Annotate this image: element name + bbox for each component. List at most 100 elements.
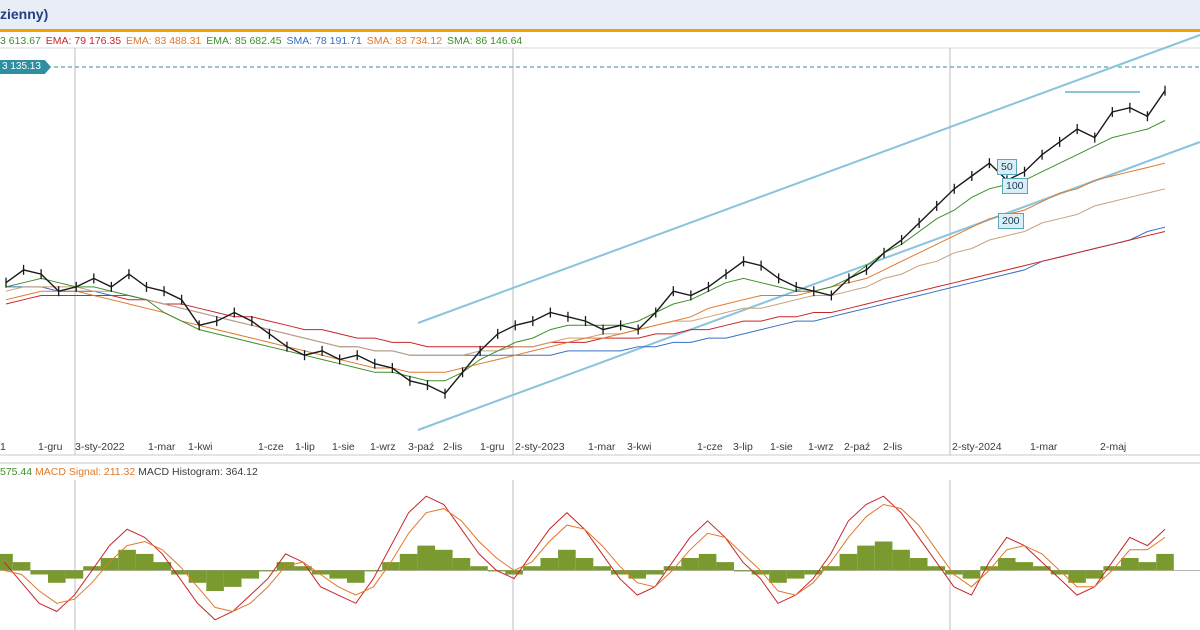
macd-histogram-bar-38 xyxy=(663,566,682,571)
ma-label-100: 100 xyxy=(1002,178,1028,194)
macd-histogram-bar-57 xyxy=(997,558,1016,571)
macd-signal-line xyxy=(3,503,1166,613)
legend-ema-2: EMA: 79 176.35 xyxy=(45,35,122,47)
macd-histogram-bar-63 xyxy=(1103,566,1121,571)
macd-histogram-bar-41 xyxy=(716,562,734,571)
x-tick-label-20: 2-lis xyxy=(883,441,902,453)
macd-histogram-bar-53 xyxy=(927,566,946,571)
x-tick-label-1: 1-gru xyxy=(38,441,63,453)
legend-macd-histogram: MACD Histogram: 364.12 xyxy=(138,466,258,478)
macd-histogram-bar-32 xyxy=(558,549,576,571)
macd-histogram-bar-43 xyxy=(751,570,770,575)
macd-histogram-bar-36 xyxy=(628,570,647,579)
macd-histogram-bar-42 xyxy=(734,570,752,572)
macd-histogram-bar-58 xyxy=(1015,562,1034,571)
ema-line-fast xyxy=(5,120,1166,382)
legend-ema-3: EMA: 83 488.31 xyxy=(126,35,202,47)
x-tick-label-15: 1-cze xyxy=(697,441,723,453)
x-tick-label-0: 1 xyxy=(0,441,6,453)
legend-ema-4: EMA: 85 682.45 xyxy=(206,35,282,47)
macd-histogram-bar-24 xyxy=(417,545,435,571)
macd-histogram-bar-3 xyxy=(48,570,66,583)
macd-histogram-bar-18 xyxy=(311,570,330,575)
x-tick-label-5: 1-cze xyxy=(258,441,284,453)
legend-macd-value: 575.44 xyxy=(0,466,33,478)
macd-histogram-bar-12 xyxy=(206,570,224,591)
x-tick-label-7: 1-sie xyxy=(332,441,355,453)
macd-histogram-bar-26 xyxy=(452,558,471,571)
macd-histogram-bar-0 xyxy=(0,553,13,571)
legend-macd-signal: MACD Signal: 211.32 xyxy=(35,466,136,478)
macd-histogram-bar-25 xyxy=(435,549,453,571)
price-indicator-legend: 3 613.67 EMA: 79 176.35 EMA: 83 488.31 E… xyxy=(0,35,524,47)
macd-histogram-bar-21 xyxy=(364,570,383,572)
macd-histogram-bar-9 xyxy=(153,562,172,571)
macd-histogram-bar-30 xyxy=(522,566,541,571)
x-tick-label-14: 3-kwi xyxy=(627,441,652,453)
macd-histogram-bar-8 xyxy=(135,553,154,571)
macd-histogram-bar-35 xyxy=(610,570,629,575)
x-tick-label-13: 1-mar xyxy=(588,441,616,453)
macd-histogram-bar-5 xyxy=(83,566,101,571)
macd-histogram-bar-33 xyxy=(575,558,594,571)
macd-histogram-bar-23 xyxy=(399,553,418,571)
x-tick-label-17: 1-sie xyxy=(770,441,793,453)
macd-histogram-bar-54 xyxy=(945,570,963,575)
ma-label-50: 50 xyxy=(997,159,1017,175)
x-tick-label-3: 1-mar xyxy=(148,441,176,453)
macd-histogram-bar-7 xyxy=(118,549,136,571)
legend-sma-1: SMA: 78 191.71 xyxy=(286,35,362,47)
macd-histogram-bar-15 xyxy=(259,570,277,572)
macd-histogram-bar-40 xyxy=(698,553,717,571)
x-tick-label-21: 2-sty-2024 xyxy=(952,441,1002,453)
macd-histogram-bar-27 xyxy=(470,566,488,571)
macd-histogram-bar-20 xyxy=(347,570,365,583)
macd-histogram-bar-56 xyxy=(980,566,998,571)
x-tick-label-19: 2-paź xyxy=(844,441,870,453)
legend-sma-2: SMA: 83 734.12 xyxy=(366,35,443,47)
macd-histogram-bar-61 xyxy=(1068,570,1086,583)
macd-histogram-bar-59 xyxy=(1033,566,1051,571)
x-tick-label-6: 1-lip xyxy=(295,441,315,453)
chart-title: zienny) xyxy=(0,6,49,22)
macd-histogram-bar-10 xyxy=(171,570,189,575)
macd-histogram-bar-51 xyxy=(892,549,910,571)
x-tick-label-8: 1-wrz xyxy=(370,441,396,453)
ma-label-200: 200 xyxy=(998,213,1024,229)
macd-histogram-bar-50 xyxy=(874,541,893,571)
x-tick-label-11: 1-gru xyxy=(480,441,505,453)
macd-histogram-bar-52 xyxy=(909,558,928,571)
macd-histogram-bar-46 xyxy=(804,570,822,575)
legend-ema-1: 3 613.67 xyxy=(0,35,41,47)
x-tick-label-12: 2-sty-2023 xyxy=(515,441,565,453)
macd-histogram-bar-55 xyxy=(962,570,981,579)
macd-histogram-bar-13 xyxy=(223,570,242,587)
x-tick-label-23: 2-maj xyxy=(1100,441,1126,453)
macd-histogram-bar-14 xyxy=(241,570,260,579)
macd-histogram-bar-31 xyxy=(540,558,559,571)
x-tick-label-18: 1-wrz xyxy=(808,441,834,453)
macd-histogram-bar-37 xyxy=(646,570,664,575)
macd-histogram-bar-29 xyxy=(505,570,523,575)
macd-histogram-bar-2 xyxy=(30,570,48,575)
sma-line-200 xyxy=(5,231,1166,348)
price-line xyxy=(5,90,1166,395)
ema-line-medium xyxy=(5,162,1166,373)
x-tick-label-16: 3-lip xyxy=(733,441,753,453)
macd-histogram-bar-65 xyxy=(1138,562,1157,571)
macd-histogram-bar-47 xyxy=(822,566,840,571)
macd-histogram-bar-60 xyxy=(1050,570,1069,575)
macd-histogram-bar-64 xyxy=(1121,558,1139,571)
x-tick-label-10: 2-lis xyxy=(443,441,462,453)
macd-histogram-bar-49 xyxy=(857,545,875,571)
x-tick-label-4: 1-kwi xyxy=(188,441,213,453)
macd-histogram-bar-6 xyxy=(100,558,119,571)
macd-histogram-bar-34 xyxy=(593,566,611,571)
macd-histogram-bar-44 xyxy=(769,570,787,583)
current-price-tag: 3 135.13 xyxy=(0,60,51,74)
macd-histogram-bar-22 xyxy=(382,562,400,571)
channel-upper-line xyxy=(417,34,1200,324)
sma-line-long xyxy=(6,226,1166,356)
macd-histogram-bar-19 xyxy=(329,570,347,579)
